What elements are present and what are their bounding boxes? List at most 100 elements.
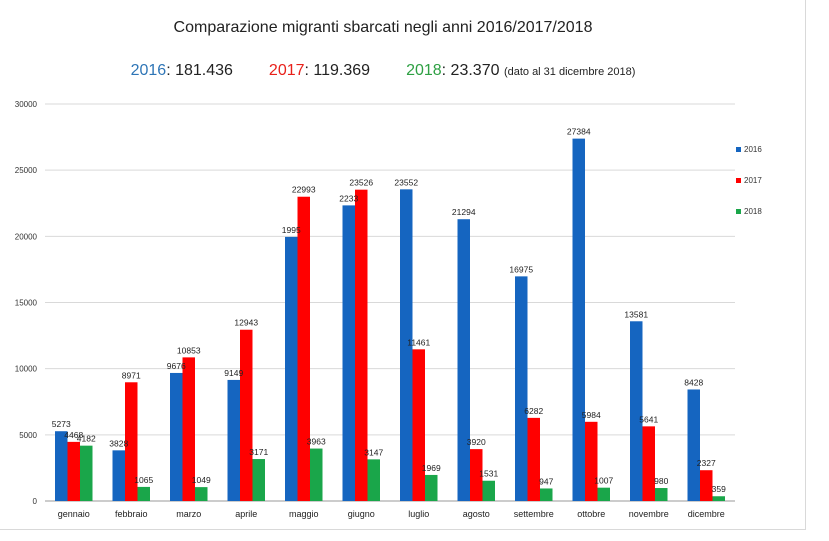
data-label: 5273 [52, 419, 71, 429]
data-label: 3963 [307, 437, 326, 447]
total-2016-value: 181.436 [175, 62, 233, 79]
data-label: 23526 [349, 178, 373, 188]
bar-2016-ottobre [572, 138, 585, 501]
data-label: 947 [539, 476, 553, 486]
yearly-totals: 2016: 181.436 2017: 119.369 2018: 23.370 (… [130, 62, 636, 79]
x-tick-label: settembre [514, 509, 554, 519]
data-label: 22993 [292, 185, 316, 195]
bar-2016-dicembre [687, 389, 700, 501]
data-label: 1969 [422, 463, 441, 473]
data-label: 3920 [467, 437, 486, 447]
data-label: 2327 [697, 458, 716, 468]
data-label: 1531 [479, 469, 498, 479]
legend-swatch [736, 147, 741, 152]
bar-2018-gennaio [80, 445, 93, 501]
data-label: 3828 [109, 438, 128, 448]
bar-2018-dicembre [712, 496, 725, 501]
data-label: 8971 [122, 370, 141, 380]
data-label: 4468 [64, 430, 83, 440]
data-label: 359 [712, 484, 726, 494]
data-label: 21294 [452, 207, 476, 217]
bar-2018-agosto [482, 480, 495, 501]
bar-2018-ottobre [597, 487, 610, 501]
legend-swatch [736, 178, 741, 183]
bar-2018-novembre [655, 488, 668, 501]
data-label: 8428 [684, 377, 703, 387]
data-label: 12943 [234, 318, 258, 328]
legend: 2016 2017 2018 [736, 145, 762, 216]
total-2017-year: 2017 [268, 62, 305, 79]
bar-2016-agosto [457, 219, 470, 501]
bar-2018-febbraio [137, 486, 150, 501]
legend-label: 2016 [744, 145, 762, 154]
bar-2016-marzo [170, 372, 183, 501]
bar-2017-novembre [642, 426, 655, 501]
data-label: 9676 [167, 361, 186, 371]
data-label: 16975 [509, 264, 533, 274]
y-tick-label: 30000 [15, 100, 38, 109]
bar-2016-giugno [342, 205, 355, 502]
bar-2017-maggio [297, 196, 310, 502]
data-label: 980 [654, 476, 668, 486]
x-tick-label: luglio [408, 509, 429, 519]
data-label: 6282 [524, 406, 543, 416]
data-label: 23552 [394, 177, 418, 187]
y-tick-label: 15000 [15, 299, 38, 308]
data-label: 5641 [639, 414, 658, 424]
bar-2018-marzo [195, 487, 208, 501]
bar-2017-gennaio [67, 441, 80, 501]
bar-2017-agosto [470, 449, 483, 501]
bar-2018-settembre [540, 488, 553, 501]
bar-2018-luglio [425, 474, 438, 501]
y-tick-label: 5000 [19, 431, 37, 440]
bar-2016-febbraio [112, 450, 125, 501]
x-tick-label: giugno [348, 509, 375, 519]
data-label: 2233 [339, 193, 358, 203]
y-tick-label: 10000 [15, 365, 38, 374]
bar-2016-maggio [285, 236, 298, 502]
x-tick-label: gennaio [58, 509, 90, 519]
bar-2018-maggio [310, 448, 323, 501]
bar-2017-settembre [527, 417, 540, 501]
data-label: 11461 [407, 337, 430, 347]
x-tick-label: maggio [289, 509, 319, 519]
bars [55, 138, 725, 502]
total-2018-year: 2018 [406, 62, 442, 79]
data-label: 9149 [224, 368, 243, 378]
data-label: 4182 [77, 434, 96, 444]
data-label: 3171 [249, 447, 268, 457]
data-label: 1007 [594, 476, 613, 486]
total-2017-value: 119.369 [313, 62, 371, 79]
bar-2017-dicembre [700, 470, 713, 501]
x-tick-label: marzo [176, 509, 201, 519]
data-label: 1065 [134, 475, 153, 485]
x-axis: gennaio febbraio marzo aprile maggio giugno lu… [58, 509, 725, 519]
bar-2016-settembre [515, 276, 528, 501]
legend-swatch [736, 209, 741, 214]
bar-2017-luglio [412, 349, 425, 501]
bar-2017-giugno [355, 189, 368, 501]
x-tick-label: agosto [463, 509, 490, 519]
total-2016-year: 2016 [130, 62, 167, 79]
grid-lines [45, 103, 735, 502]
bar-2017-febbraio [125, 382, 138, 501]
data-label: 5984 [582, 410, 601, 420]
y-tick-label: 20000 [15, 232, 38, 241]
data-note: (dato al 31 dicembre 2018) [503, 66, 636, 78]
data-label: 3147 [364, 447, 383, 457]
y-tick-label: 0 [33, 497, 38, 506]
x-tick-label: novembre [629, 509, 669, 519]
bar-2018-giugno [367, 459, 380, 501]
legend-label: 2017 [744, 176, 762, 185]
y-axis: 0 5000 10000 15000 20000 25000 30000 [15, 100, 38, 506]
bar-2018-aprile [252, 459, 265, 501]
bar-2017-aprile [240, 329, 253, 501]
y-tick-label: 25000 [15, 166, 38, 175]
data-label: 1995 [282, 225, 301, 235]
data-label: 1049 [192, 475, 211, 485]
bar-2016-luglio [400, 189, 413, 501]
bar-2017-marzo [182, 357, 195, 501]
data-label: 13581 [624, 309, 648, 319]
